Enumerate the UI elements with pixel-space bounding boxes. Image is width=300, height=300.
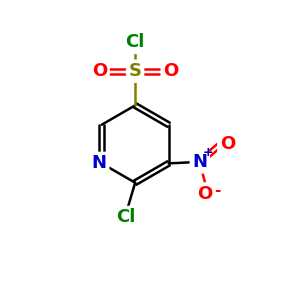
Text: O: O (220, 135, 235, 153)
Text: O: O (92, 62, 107, 80)
Text: O: O (163, 62, 178, 80)
Text: +: + (203, 146, 213, 159)
Text: N: N (192, 153, 207, 171)
Text: O: O (196, 185, 212, 203)
Text: S: S (129, 62, 142, 80)
Text: -: - (214, 183, 220, 198)
Text: Cl: Cl (116, 208, 135, 226)
Text: N: N (92, 154, 107, 172)
Text: Cl: Cl (125, 33, 145, 51)
